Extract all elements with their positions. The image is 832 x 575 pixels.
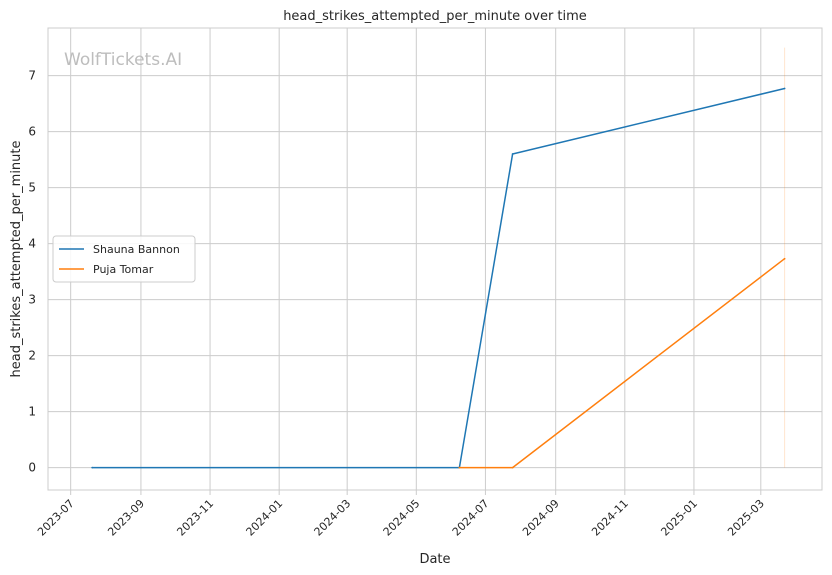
x-axis-label: Date: [419, 552, 450, 567]
series-layer: [91, 87, 786, 469]
y-tick-label: 3: [28, 293, 36, 307]
series-line-0: [92, 87, 785, 469]
watermark: WolfTickets.AI: [64, 50, 182, 70]
legend-label: Puja Tomar: [93, 263, 154, 276]
data-point: [511, 466, 514, 469]
data-point: [458, 466, 461, 469]
y-tick-label: 4: [28, 237, 36, 251]
y-axis-ticks: 0 1 2 3 4 5 6 7: [28, 69, 36, 475]
y-tick-label: 5: [28, 181, 36, 195]
data-point: [783, 87, 786, 90]
plot-frame: [47, 27, 823, 491]
chart-title: head_strikes_attempted_per_minute over t…: [283, 9, 587, 24]
y-tick-label: 1: [28, 405, 36, 419]
legend: Shauna Bannon Puja Tomar: [52, 235, 196, 283]
legend-box: [52, 235, 196, 283]
data-point: [91, 466, 94, 469]
data-point: [511, 153, 514, 155]
y-axis-label: head_strikes_attempted_per_minute: [9, 141, 24, 378]
y-tick-label: 6: [28, 125, 36, 139]
y-tick-label: 2: [28, 349, 36, 363]
data-point: [783, 257, 786, 260]
legend-label: Shauna Bannon: [93, 243, 180, 256]
y-tick-label: 7: [28, 69, 36, 83]
y-tick-label: 0: [28, 461, 36, 475]
